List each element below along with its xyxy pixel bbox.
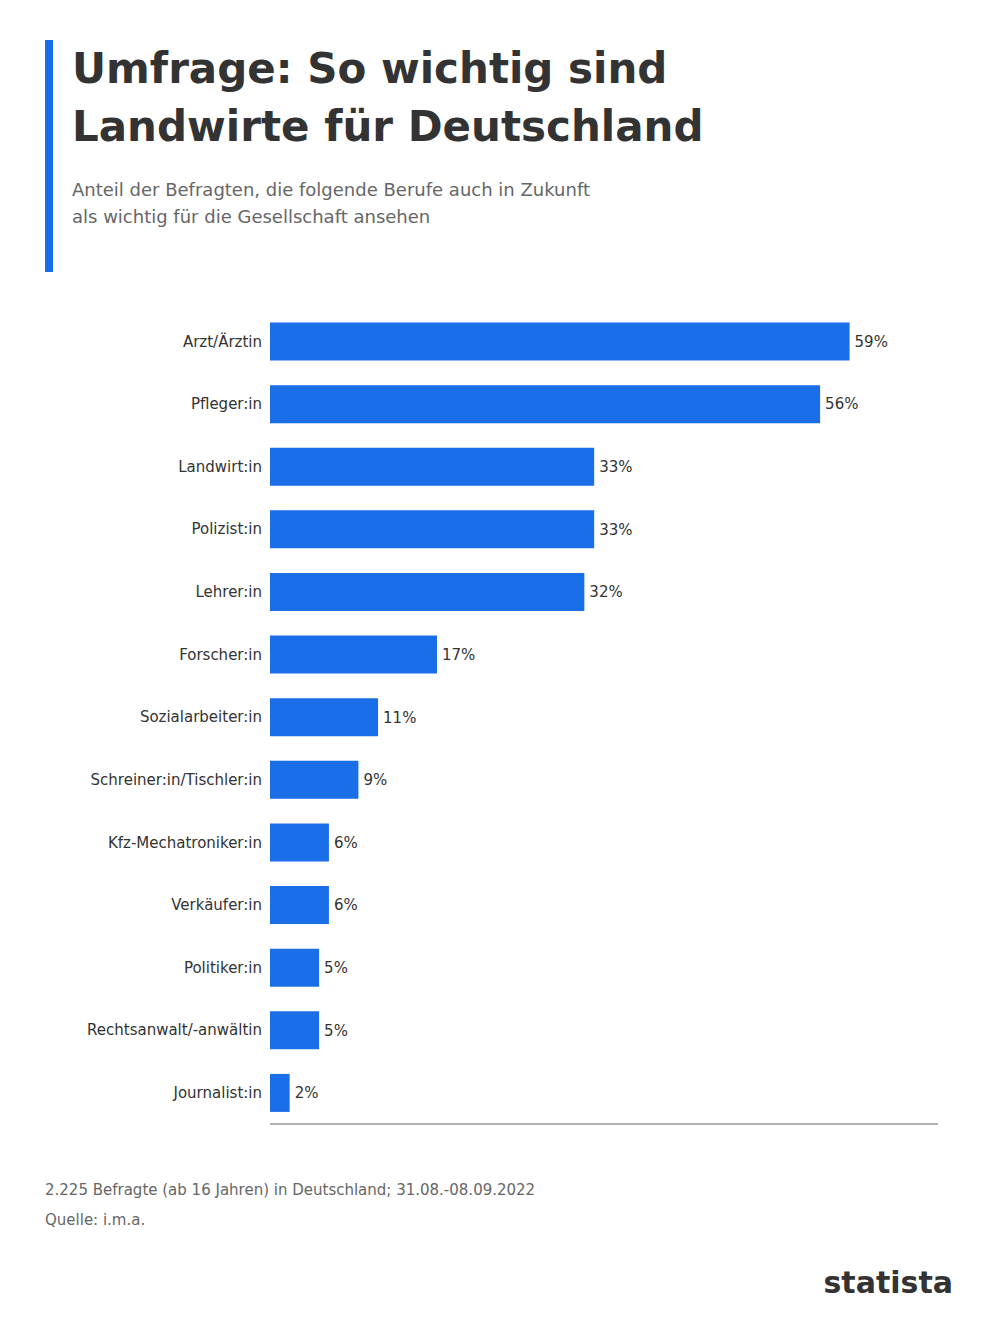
svg-text:33%: 33% (599, 458, 632, 476)
html-text:Landwirte für Deutschland: Landwirte für Deutschland (72, 102, 704, 151)
svg-text:Rechtsanwalt/-anwältin: Rechtsanwalt/-anwältin (87, 1021, 262, 1039)
svg-text:59%: 59% (855, 333, 888, 351)
svg-text:2%: 2% (295, 1084, 319, 1102)
svg-text:56%: 56% (825, 395, 858, 413)
svg-text:Verkäufer:in: Verkäufer:in (171, 896, 262, 914)
svg-text:6%: 6% (334, 834, 358, 852)
html-text:statista: statista (823, 1265, 953, 1300)
svg-text:Sozialarbeiter:in: Sozialarbeiter:in (140, 708, 262, 726)
svg-text:Polizist:in: Polizist:in (192, 520, 263, 538)
html-text:2.225 Befragte (ab 16 Jahren): 2.225 Befragte (ab 16 Jahren) in Deutsch… (45, 1181, 536, 1199)
svg-text:9%: 9% (363, 771, 387, 789)
svg-text:Pfleger:in: Pfleger:in (191, 395, 262, 413)
svg-text:33%: 33% (599, 521, 632, 539)
svg-text:Kfz-Mechatroniker:in: Kfz-Mechatroniker:in (108, 834, 262, 852)
svg-text:Arzt/Ärztin: Arzt/Ärztin (183, 332, 262, 351)
html-text:Umfrage: So wichtig sind: Umfrage: So wichtig sind (72, 44, 668, 93)
svg-text:Landwirt:in: Landwirt:in (178, 458, 262, 476)
svg-text:Forscher:in: Forscher:in (179, 646, 262, 664)
svg-text:32%: 32% (589, 583, 622, 601)
svg-text:5%: 5% (324, 959, 348, 977)
html-text:Quelle: i.m.a.: Quelle: i.m.a. (45, 1211, 146, 1229)
svg-text:5%: 5% (324, 1022, 348, 1040)
svg-text:Journalist:in: Journalist:in (173, 1084, 262, 1102)
html-text:Anteil der Befragten, die folg: Anteil der Befragten, die folgende Beruf… (72, 179, 590, 200)
svg-text:Schreiner:in/Tischler:in: Schreiner:in/Tischler:in (91, 771, 262, 789)
svg-text:11%: 11% (383, 709, 416, 727)
svg-text:Politiker:in: Politiker:in (184, 959, 262, 977)
html-text:als wichtig für die Gesellscha: als wichtig für die Gesellschaft ansehen (72, 206, 431, 227)
svg-text:Lehrer:in: Lehrer:in (195, 583, 262, 601)
svg-text:17%: 17% (442, 646, 475, 664)
svg-text:6%: 6% (334, 896, 358, 914)
